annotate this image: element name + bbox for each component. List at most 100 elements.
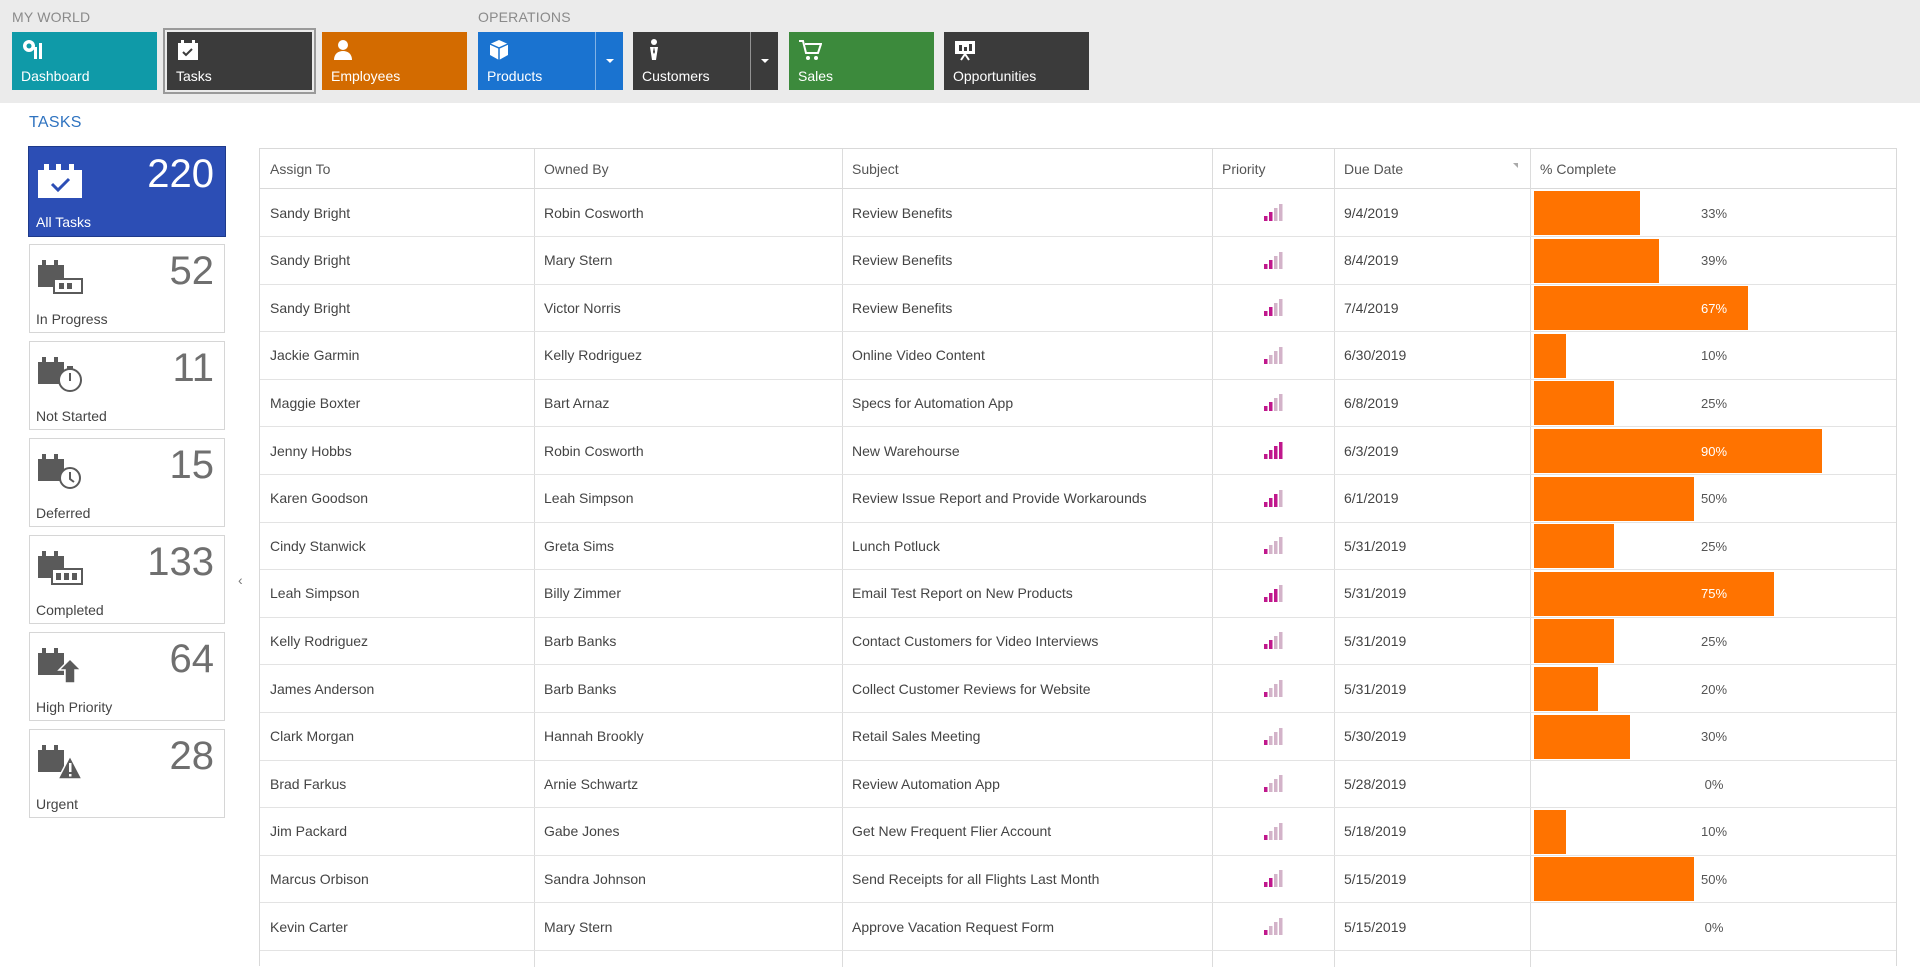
priority-bar	[1279, 775, 1283, 793]
column-header-assign-to[interactable]: Assign To	[270, 160, 331, 177]
priority-signal-icon	[1264, 680, 1283, 697]
table-row[interactable]: Marcus Orbison Sandra Johnson Send Receipt…	[260, 855, 1896, 904]
table-row[interactable]: Sandy Bright Mary Stern Review Benefits 8/4…	[260, 237, 1896, 285]
table-row[interactable]: Jim Packard Gabe Jones Get New Frequent Fl…	[260, 808, 1896, 856]
progress-bar-fill	[1534, 524, 1614, 569]
progress-bar-fill	[1534, 571, 1774, 616]
cell-due-date: 5/15/2019	[1344, 918, 1407, 935]
nav-tile-sales[interactable]: Sales	[789, 32, 934, 90]
not-started-icon	[38, 357, 82, 392]
box-icon	[489, 40, 509, 60]
cell-percent-complete: 39%	[1530, 237, 1896, 284]
table-row[interactable]: Leah Simpson Billy Zimmer Email Test Repor…	[260, 570, 1896, 618]
cell-due-date: 5/18/2019	[1344, 823, 1407, 840]
nav-tile-employees[interactable]: Employees	[322, 32, 467, 90]
progress-label: 50%	[1700, 871, 1728, 887]
filter-card-in-progress[interactable]: 52 In Progress	[29, 244, 225, 333]
table-row[interactable]: Kelly Rodriguez Barb Banks Contact Custome…	[260, 617, 1896, 666]
column-divider	[534, 149, 535, 967]
cell-due-date: 8/4/2019	[1344, 252, 1399, 269]
filter-card-urgent[interactable]: 28 Urgent	[29, 729, 225, 818]
cell-owned-by: Leah Simpson	[544, 490, 634, 507]
cell-owned-by: Gabe Jones	[544, 823, 620, 840]
filter-card-label: Not Started	[36, 408, 107, 424]
cell-priority	[1212, 903, 1334, 950]
table-row[interactable]: Sandy Bright Robin Cosworth Review Benefit…	[260, 189, 1896, 237]
collapse-sidebar-arrow[interactable]: ‹	[238, 572, 243, 588]
table-row[interactable]: Karen Goodson Leah Simpson Review Issue Re…	[260, 475, 1896, 523]
table-row[interactable]: Cindy Stanwick Greta Sims Lunch Potluck 5/3…	[260, 522, 1896, 571]
table-row[interactable]: Jackie Garmin Kelly Rodriguez Online Video…	[260, 332, 1896, 380]
priority-bar	[1279, 346, 1283, 364]
cell-percent-complete: 25%	[1530, 522, 1896, 569]
column-header-due-date[interactable]: Due Date	[1334, 149, 1530, 188]
table-row[interactable]: James Anderson Barb Banks Collect Customer…	[260, 665, 1896, 713]
priority-bar	[1279, 204, 1283, 221]
products-dropdown-arrow[interactable]	[595, 32, 623, 90]
progress-bar: 30%	[1534, 714, 1896, 759]
priority-signal-icon	[1264, 537, 1283, 555]
priority-bar	[1264, 692, 1268, 697]
nav-tile-opportunities[interactable]: Opportunities	[944, 32, 1089, 90]
filter-card-all-tasks[interactable]: 220 All Tasks	[28, 146, 226, 237]
cell-assign-to: Jim Packard	[270, 823, 348, 840]
table-row[interactable]: Brad Farkus Arnie Schwartz Review Automati…	[260, 760, 1896, 809]
priority-signal-icon	[1264, 584, 1283, 602]
filter-card-high-priority[interactable]: 64 High Priority	[29, 632, 225, 721]
priority-bar	[1274, 446, 1278, 459]
nav-tile-label: Employees	[331, 68, 401, 84]
progress-bar: 33%	[1534, 191, 1896, 235]
nav-tile-tasks[interactable]: Tasks	[163, 28, 316, 94]
table-row[interactable]: Clark Morgan Hannah Brookly Retail Sales M…	[260, 713, 1896, 761]
progress-bar-fill	[1534, 476, 1694, 521]
priority-bar	[1264, 596, 1268, 602]
cell-percent-complete: 50%	[1530, 855, 1896, 902]
cell-priority	[1212, 475, 1334, 522]
priority-bar	[1269, 212, 1273, 221]
table-row[interactable]: Sandy Bright Victor Norris Review Benefits…	[260, 284, 1896, 333]
progress-label: 25%	[1700, 633, 1728, 649]
priority-bar	[1264, 311, 1268, 317]
table-row[interactable]: Kevin Carter Mary Stern Approve Vacation R…	[260, 903, 1896, 951]
all-tasks-icon	[38, 164, 82, 198]
column-header-percent-complete[interactable]: % Complete	[1540, 160, 1617, 177]
priority-bar	[1269, 878, 1273, 888]
priority-bar	[1274, 541, 1278, 555]
cell-subject: Lunch Potluck	[852, 537, 940, 554]
filter-card-completed[interactable]: 133 Completed	[29, 535, 225, 624]
priority-bar	[1279, 537, 1283, 555]
progress-label: 30%	[1700, 729, 1728, 745]
priority-bar	[1264, 882, 1268, 888]
column-header-priority[interactable]: Priority	[1222, 160, 1266, 177]
customers-dropdown-arrow[interactable]	[750, 32, 778, 90]
priority-bar	[1279, 632, 1283, 650]
cell-owned-by: Robin Cosworth	[544, 442, 644, 459]
filter-card-not-started[interactable]: 11 Not Started	[29, 341, 225, 430]
priority-bar	[1279, 918, 1283, 935]
progress-label: 0%	[1704, 776, 1724, 792]
cell-owned-by: Hannah Brookly	[544, 728, 644, 745]
cell-assign-to: Sandy Bright	[270, 299, 351, 316]
filter-card-label: High Priority	[36, 699, 113, 715]
filter-card-label: Urgent	[36, 796, 79, 812]
filter-card-deferred[interactable]: 15 Deferred	[29, 438, 225, 527]
nav-tile-customers[interactable]: Customers	[633, 32, 778, 90]
priority-signal-icon	[1264, 346, 1283, 364]
nav-tile-dashboard[interactable]: Dashboard	[12, 32, 157, 90]
cell-percent-complete: 25%	[1530, 617, 1896, 664]
cell-priority	[1212, 522, 1334, 569]
cell-assign-to: Kevin Carter	[270, 918, 348, 935]
nav-tile-products[interactable]: Products	[478, 32, 623, 90]
priority-signal-icon	[1264, 299, 1283, 317]
priority-bar	[1274, 255, 1278, 269]
priority-bar	[1269, 497, 1273, 507]
priority-bar	[1264, 739, 1268, 745]
cell-assign-to: Brad Farkus	[270, 775, 347, 792]
table-row[interactable]: Jenny Hobbs Robin Cosworth New Warehourse 6…	[260, 427, 1896, 475]
column-header-owned-by[interactable]: Owned By	[544, 160, 609, 177]
table-row[interactable]: Maggie Boxter Bart Arnaz Specs for Automat…	[260, 379, 1896, 428]
progress-label: 10%	[1700, 824, 1728, 840]
cell-subject: Retail Sales Meeting	[852, 728, 981, 745]
column-header-subject[interactable]: Subject	[852, 160, 899, 177]
sort-descending-icon	[1513, 163, 1518, 168]
